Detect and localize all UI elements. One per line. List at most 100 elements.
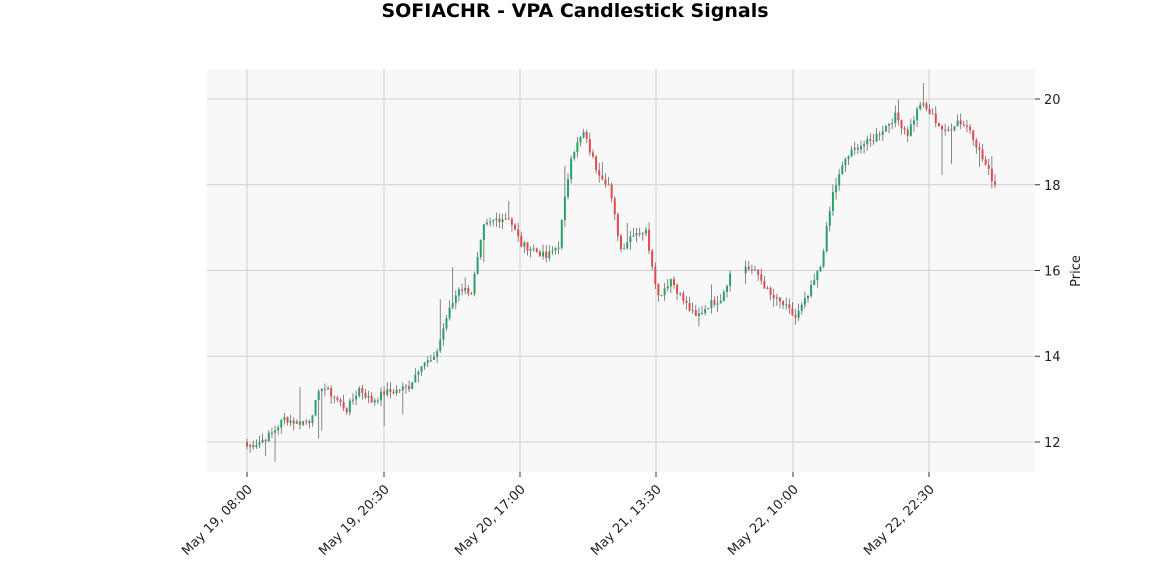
candle-down (747, 266, 750, 270)
candle-down (688, 302, 691, 311)
candle-up (775, 297, 778, 299)
candle-down (962, 124, 965, 126)
candle-down (383, 391, 386, 395)
candle-up (404, 386, 407, 388)
candle-down (588, 139, 591, 153)
candle-up (579, 137, 582, 143)
candle-down (604, 179, 607, 185)
candle-up (504, 218, 507, 220)
candle-up (691, 310, 694, 312)
candle-up (816, 271, 819, 281)
candle-up (859, 146, 862, 150)
y-tick-label: 18 (1044, 179, 1061, 194)
candle-up (532, 248, 535, 250)
candle-down (538, 251, 541, 257)
candle-down (648, 229, 651, 251)
candle-up (280, 419, 283, 428)
candle-down (270, 432, 273, 434)
candle-down (657, 283, 660, 296)
candle-down (616, 214, 619, 236)
candle-down (517, 229, 520, 236)
candle-down (972, 130, 975, 141)
candle-up (666, 286, 669, 289)
candle-up (401, 386, 404, 391)
chart-title: SOFIACHR - VPA Candlestick Signals (381, 0, 769, 22)
candle-down (470, 293, 473, 295)
candle-down (757, 269, 760, 275)
candle-down (934, 113, 937, 123)
candle-up (660, 295, 663, 297)
candle-up (850, 149, 853, 157)
y-axis-label: Price (1069, 255, 1084, 287)
candle-up (258, 442, 261, 446)
candle-down (872, 140, 875, 142)
candle-down (330, 388, 333, 397)
candle-down (769, 287, 772, 295)
candle-up (847, 156, 850, 160)
candle-up (635, 233, 638, 236)
candle-up (916, 108, 919, 121)
candle-up (433, 357, 435, 360)
candle-down (878, 134, 881, 136)
candle-up (744, 266, 747, 274)
candle-up (719, 300, 722, 304)
candle-down (906, 129, 909, 136)
candle-up (495, 218, 498, 221)
x-tick-label: May 19, 20:30 (316, 482, 393, 559)
candle-up (891, 123, 894, 125)
candle-down (981, 149, 984, 160)
candle-up (479, 240, 482, 258)
candle-up (641, 233, 644, 235)
candle-down (959, 120, 962, 125)
candle-down (342, 402, 345, 409)
candle-down (685, 300, 688, 303)
candle-down (941, 125, 944, 130)
candle-down (975, 140, 978, 148)
candle-up (414, 374, 417, 383)
candle-up (320, 389, 323, 392)
candle-down (694, 310, 697, 316)
candle-down (969, 126, 972, 131)
candle-down (682, 293, 685, 301)
x-tick-label: May 22, 22:30 (861, 482, 938, 559)
candle-down (264, 439, 267, 441)
candle-up (623, 248, 626, 250)
candle-up (909, 124, 912, 136)
candle-up (358, 388, 361, 396)
candle-down (794, 315, 797, 318)
candle-down (620, 235, 622, 250)
candle-up (529, 249, 532, 251)
candle-up (866, 139, 869, 145)
candle-up (476, 257, 479, 274)
y-axis-ticks: 12 14 16 18 20 (1035, 93, 1061, 451)
candle-down (308, 421, 311, 424)
x-tick-label: May 20, 17:00 (452, 482, 529, 559)
grid-lines (207, 69, 1035, 472)
candle-down (763, 280, 766, 289)
candle-down (651, 250, 654, 267)
candle-up (551, 250, 554, 252)
candle-up (501, 219, 504, 223)
candle-up (813, 280, 816, 285)
candle-down (520, 235, 523, 247)
candle-down (336, 397, 339, 400)
candle-down (323, 389, 326, 391)
candle-down (990, 168, 993, 182)
candle-up (255, 445, 258, 448)
candle-down (461, 289, 464, 291)
candle-up (417, 371, 420, 375)
candle-up (822, 251, 825, 267)
candle-up (710, 300, 713, 309)
candle-down (333, 396, 336, 398)
candle-down (937, 122, 940, 126)
candle-down (987, 165, 990, 169)
candle-down (760, 274, 763, 281)
candle-up (803, 298, 806, 305)
candle-down (965, 125, 968, 127)
candle-up (489, 221, 492, 223)
candle-up (679, 293, 682, 295)
y-tick-label: 20 (1044, 93, 1061, 108)
candle-up (888, 124, 891, 126)
candle-down (750, 269, 753, 271)
